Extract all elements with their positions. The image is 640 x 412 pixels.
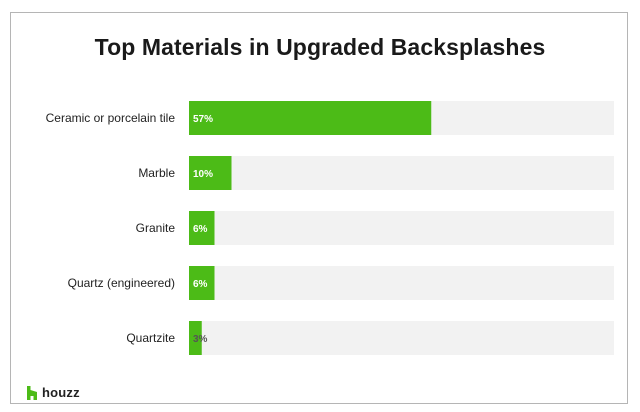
category-label: Marble bbox=[138, 166, 175, 180]
data-label: 57% bbox=[193, 114, 213, 125]
data-label: 10% bbox=[193, 169, 213, 180]
bar-track bbox=[189, 211, 614, 245]
brand-name: houzz bbox=[42, 385, 80, 400]
data-label: 6% bbox=[193, 279, 208, 290]
bar bbox=[189, 211, 215, 245]
category-label: Ceramic or porcelain tile bbox=[46, 111, 176, 125]
bar bbox=[189, 101, 432, 135]
bar-track bbox=[189, 156, 614, 190]
bar bbox=[189, 266, 215, 300]
category-label: Quartz (engineered) bbox=[68, 276, 175, 290]
brand-logo: houzz bbox=[26, 385, 80, 400]
data-label: 3% bbox=[193, 334, 208, 345]
bar-track bbox=[189, 321, 614, 355]
category-label: Quartzite bbox=[126, 331, 175, 345]
bar bbox=[189, 321, 202, 355]
category-label: Granite bbox=[136, 221, 176, 235]
data-label: 6% bbox=[193, 224, 208, 235]
chart-title: Top Materials in Upgraded Backsplashes bbox=[94, 34, 546, 60]
bar bbox=[189, 156, 232, 190]
bar-track bbox=[189, 266, 614, 300]
houzz-icon bbox=[27, 385, 37, 400]
